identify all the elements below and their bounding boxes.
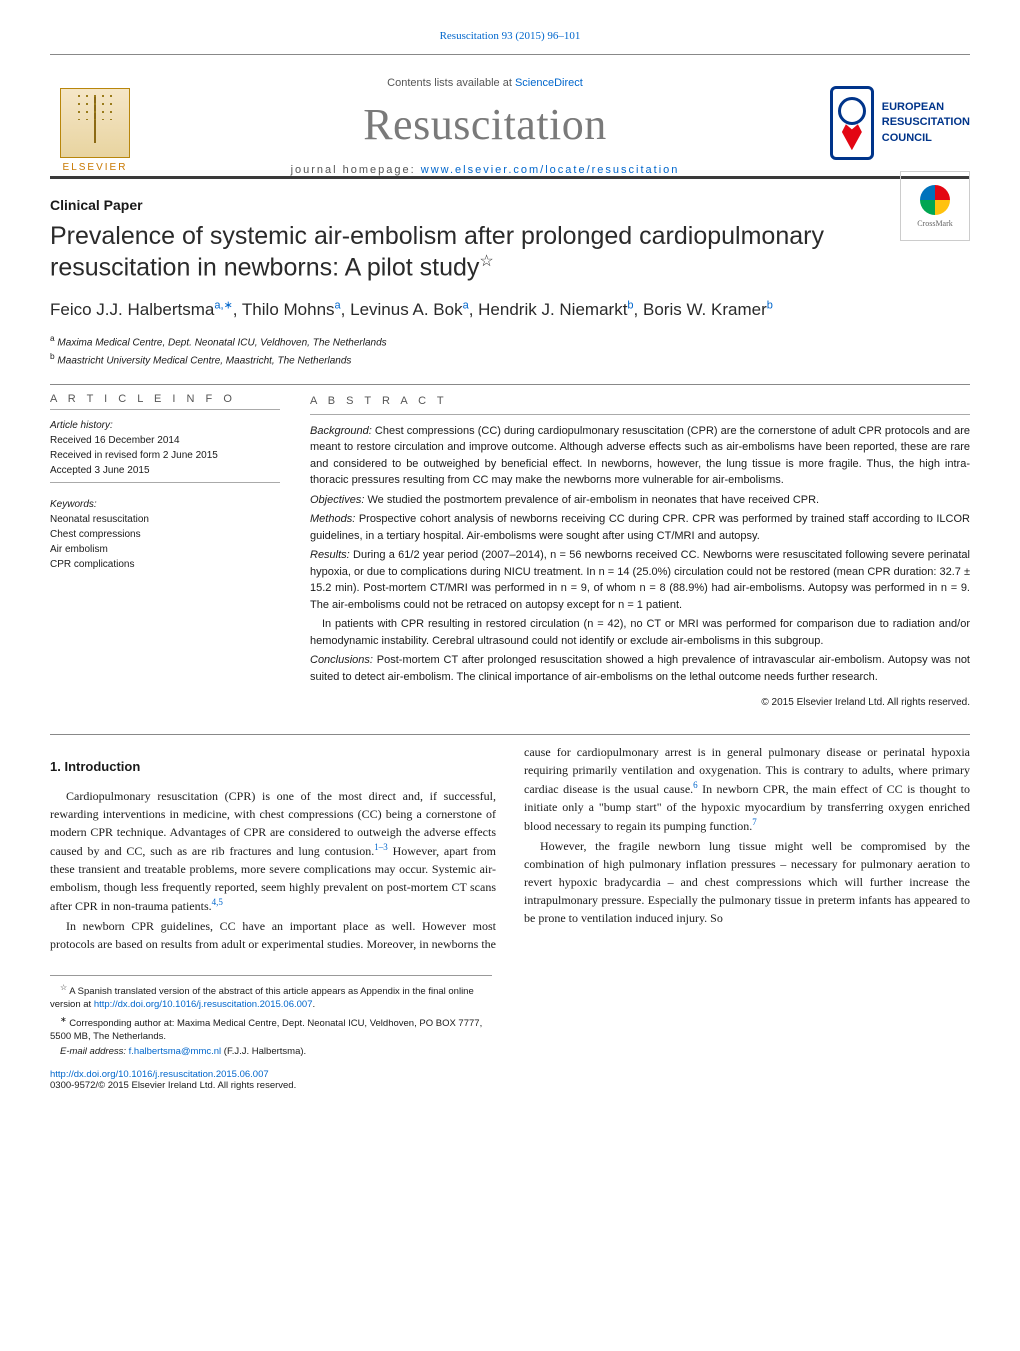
sciencedirect-link[interactable]: ScienceDirect bbox=[515, 77, 583, 89]
keyword: Chest compressions bbox=[50, 527, 280, 542]
author-affil: a,∗ bbox=[214, 299, 232, 311]
history-label: Article history: bbox=[50, 418, 280, 433]
citation-link[interactable]: Resuscitation 93 (2015) 96–101 bbox=[440, 30, 581, 42]
body-paragraph: However, the fragile newborn lung tissue… bbox=[524, 837, 970, 927]
affiliation: b Maastricht University Medical Centre, … bbox=[50, 350, 970, 368]
journal-title: Resuscitation bbox=[140, 99, 830, 150]
erc-line2: RESUSCITATION bbox=[882, 115, 970, 130]
contents-line: Contents lists available at ScienceDirec… bbox=[140, 77, 830, 89]
header-citation: Resuscitation 93 (2015) 96–101 bbox=[50, 30, 970, 42]
author: Hendrik J. Niemarkt bbox=[478, 300, 627, 319]
article-title: Prevalence of systemic air-embolism afte… bbox=[50, 221, 970, 284]
abstract-results2: In patients with CPR resulting in restor… bbox=[310, 616, 970, 649]
body-columns: 1. Introduction Cardiopulmonary resuscit… bbox=[50, 743, 970, 953]
erc-text: EUROPEAN RESUSCITATION COUNCIL bbox=[882, 100, 970, 146]
info-label: A R T I C L E I N F O bbox=[50, 393, 280, 405]
keyword: Air embolism bbox=[50, 542, 280, 557]
abstract-divider bbox=[310, 414, 970, 415]
footnote-doi-link[interactable]: http://dx.doi.org/10.1016/j.resuscitatio… bbox=[94, 999, 313, 1010]
keyword: Neonatal resuscitation bbox=[50, 512, 280, 527]
keyword: CPR complications bbox=[50, 557, 280, 572]
email-link[interactable]: f.halbertsma@mmc.nl bbox=[129, 1046, 222, 1057]
abstract-background: Background: Chest compressions (CC) duri… bbox=[310, 423, 970, 489]
abstract-label: A B S T R A C T bbox=[310, 393, 970, 410]
abstract-results: Results: During a 61/2 year period (2007… bbox=[310, 547, 970, 613]
erc-line1: EUROPEAN bbox=[882, 100, 970, 115]
author: Levinus A. Bok bbox=[350, 300, 462, 319]
homepage-link[interactable]: www.elsevier.com/locate/resuscitation bbox=[421, 164, 680, 176]
crossmark-label: CrossMark bbox=[917, 219, 953, 228]
author-affil: a bbox=[335, 299, 341, 311]
footnotes: ☆ A Spanish translated version of the ab… bbox=[50, 975, 492, 1059]
homepage-label: journal homepage: bbox=[291, 164, 421, 176]
article-type: Clinical Paper bbox=[50, 197, 970, 213]
doi-link[interactable]: http://dx.doi.org/10.1016/j.resuscitatio… bbox=[50, 1069, 269, 1080]
elsevier-tree-icon bbox=[60, 88, 130, 158]
author-affil: b bbox=[627, 299, 633, 311]
abstract: A B S T R A C T Background: Chest compre… bbox=[310, 393, 970, 710]
erc-line3: COUNCIL bbox=[882, 131, 970, 146]
ref-sup[interactable]: 7 bbox=[752, 817, 757, 827]
contents-prefix: Contents lists available at bbox=[387, 77, 515, 89]
accepted: Accepted 3 June 2015 bbox=[50, 463, 280, 478]
ref-sup[interactable]: 1–3 bbox=[374, 842, 388, 852]
revised: Received in revised form 2 June 2015 bbox=[50, 448, 280, 463]
author-affil: a bbox=[463, 299, 469, 311]
issn-line: 0300-9572/© 2015 Elsevier Ireland Ltd. A… bbox=[50, 1080, 296, 1091]
author: Boris W. Kramer bbox=[643, 300, 767, 319]
copyright: © 2015 Elsevier Ireland Ltd. All rights … bbox=[310, 695, 970, 710]
elsevier-name: ELSEVIER bbox=[63, 162, 128, 173]
footnote-corresponding: ∗ Corresponding author at: Maxima Medica… bbox=[50, 1014, 492, 1044]
masthead-center: Contents lists available at ScienceDirec… bbox=[140, 73, 830, 176]
affiliation: a Maxima Medical Centre, Dept. Neonatal … bbox=[50, 332, 970, 350]
masthead: ELSEVIER Contents lists available at Sci… bbox=[50, 63, 970, 176]
crossmark-icon bbox=[920, 185, 950, 215]
author-affil: b bbox=[767, 299, 773, 311]
divider-bottom bbox=[50, 734, 970, 735]
divider-thick bbox=[50, 176, 970, 179]
info-divider2 bbox=[50, 482, 280, 483]
body-paragraph: Cardiopulmonary resuscitation (CPR) is o… bbox=[50, 787, 496, 915]
info-divider bbox=[50, 409, 280, 410]
erc-logo: EUROPEAN RESUSCITATION COUNCIL bbox=[830, 73, 970, 173]
intro-heading: 1. Introduction bbox=[50, 757, 496, 777]
masthead-left: ELSEVIER bbox=[50, 73, 140, 173]
footnote-spanish: ☆ A Spanish translated version of the ab… bbox=[50, 982, 492, 1012]
authors: Feico J.J. Halbertsmaa,∗, Thilo Mohnsa, … bbox=[50, 298, 970, 322]
title-footnote-marker: ☆ bbox=[479, 253, 493, 270]
author: Feico J.J. Halbertsma bbox=[50, 300, 214, 319]
footnote-email: E-mail address: f.halbertsma@mmc.nl (F.J… bbox=[50, 1045, 492, 1058]
doi-block: http://dx.doi.org/10.1016/j.resuscitatio… bbox=[50, 1069, 970, 1091]
title-text: Prevalence of systemic air-embolism afte… bbox=[50, 222, 824, 282]
abstract-methods: Methods: Prospective cohort analysis of … bbox=[310, 511, 970, 544]
erc-badge-icon bbox=[830, 86, 874, 160]
homepage-line: journal homepage: www.elsevier.com/locat… bbox=[140, 164, 830, 176]
article-info: A R T I C L E I N F O Article history: R… bbox=[50, 393, 280, 710]
keywords-label: Keywords: bbox=[50, 497, 280, 512]
ref-sup[interactable]: 4,5 bbox=[212, 897, 223, 907]
affiliations: a Maxima Medical Centre, Dept. Neonatal … bbox=[50, 332, 970, 369]
author: Thilo Mohns bbox=[242, 300, 335, 319]
elsevier-logo: ELSEVIER bbox=[50, 73, 140, 173]
abstract-conclusions: Conclusions: Post-mortem CT after prolon… bbox=[310, 652, 970, 685]
info-abstract-row: A R T I C L E I N F O Article history: R… bbox=[50, 393, 970, 710]
received: Received 16 December 2014 bbox=[50, 433, 280, 448]
divider-top bbox=[50, 54, 970, 55]
divider-mid bbox=[50, 384, 970, 385]
abstract-objectives: Objectives: We studied the postmortem pr… bbox=[310, 492, 970, 509]
crossmark-badge[interactable]: CrossMark bbox=[900, 171, 970, 241]
